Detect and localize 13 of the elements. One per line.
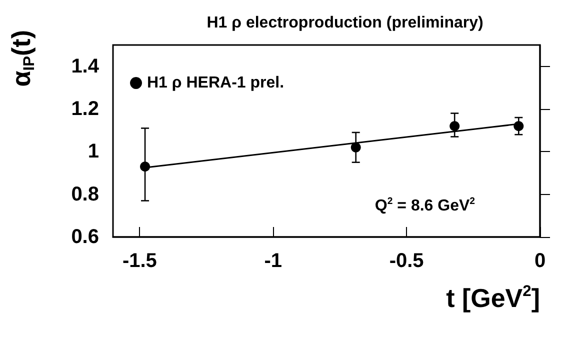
x-tick-label: -1.5 [122,250,157,272]
y-tick-label: 1 [88,140,99,163]
y-tick-label: 1.2 [71,98,99,120]
x-axis-title: t [GeV$^{2}$] [446,282,540,313]
annotation: Q$^{2}$ = 8.6 GeV$^{2}$ [374,196,475,215]
legend-label: H1 ρ HERA-1 prel. [147,74,284,92]
x-tick-label: 0 [534,250,546,272]
y-tick-label: 0.8 [71,183,99,206]
x-tick-label: -0.5 [389,250,424,272]
chart-title: H1 ρ electroproduction (preliminary) [206,14,484,32]
x-tick-label: -1 [264,250,282,272]
y-tick-label: 0.6 [71,226,99,248]
y-tick-label: 1.4 [71,55,100,78]
